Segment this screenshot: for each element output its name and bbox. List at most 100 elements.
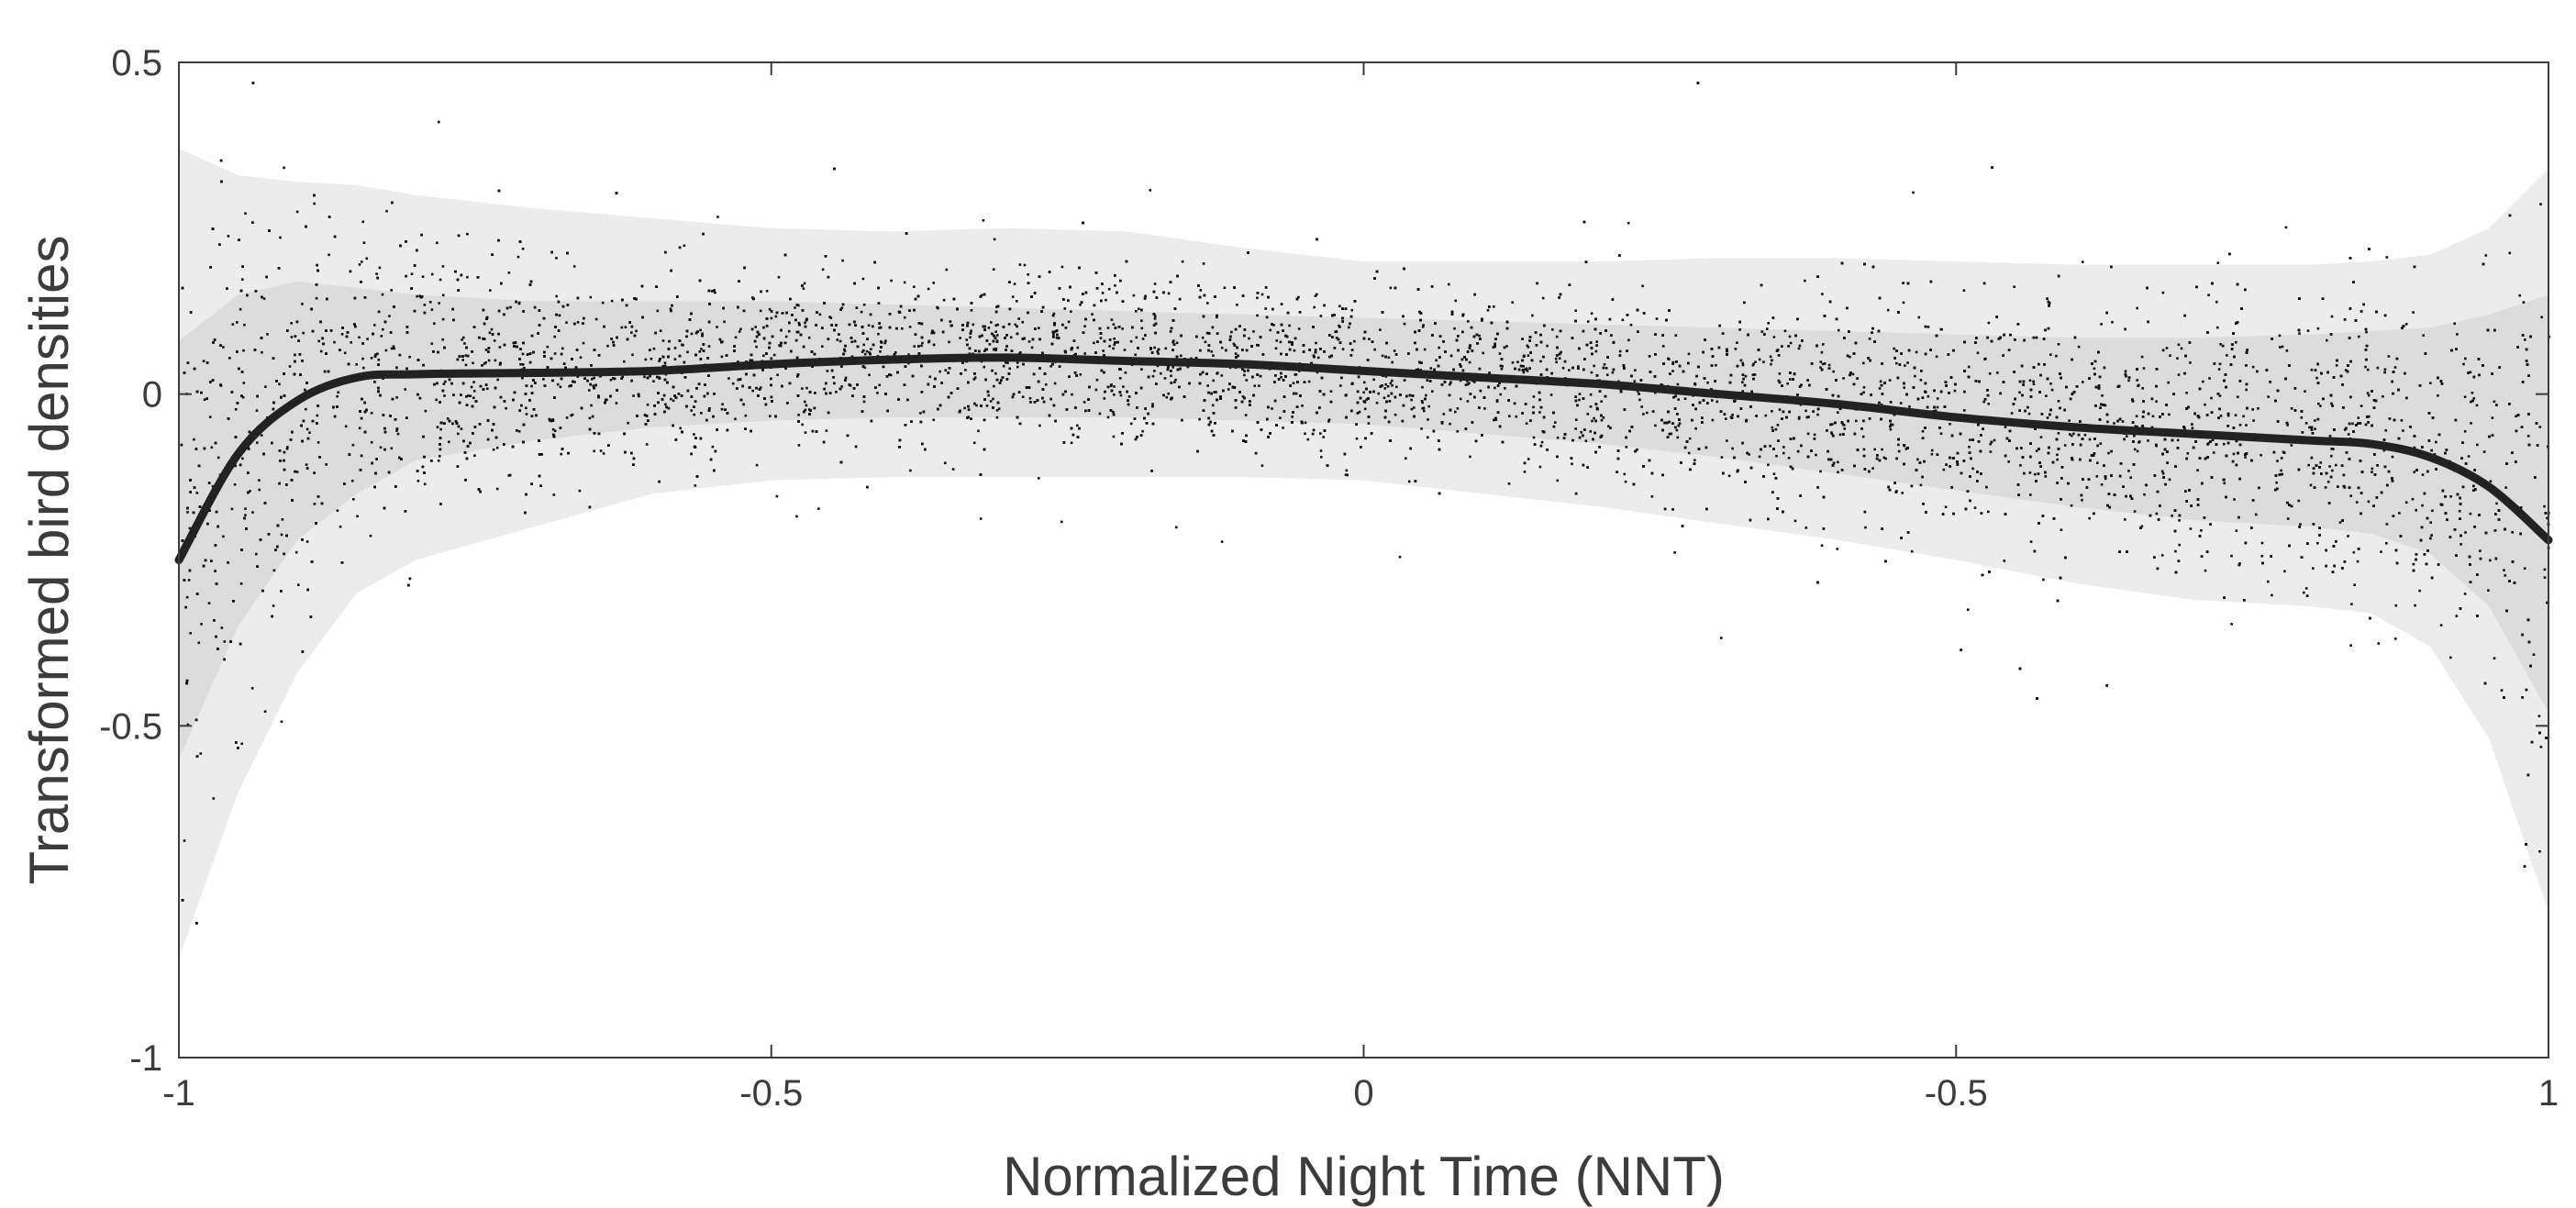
scatter-point: [796, 375, 799, 378]
scatter-point: [2439, 624, 2443, 626]
scatter-point: [1821, 293, 1824, 295]
scatter-point: [2290, 407, 2293, 410]
scatter-point: [441, 317, 445, 321]
scatter-point: [302, 331, 305, 335]
scatter-point: [2044, 475, 2048, 478]
scatter-point: [1527, 346, 1530, 349]
scatter-point: [487, 359, 491, 362]
scatter-point: [879, 350, 882, 353]
scatter-point: [1174, 378, 1177, 382]
scatter-point: [2204, 403, 2206, 406]
scatter-point: [1157, 352, 1160, 355]
scatter-point: [2385, 523, 2389, 526]
scatter-point: [1453, 327, 1456, 330]
scatter-point: [797, 414, 800, 416]
scatter-point: [2418, 589, 2421, 593]
scatter-point: [448, 440, 450, 444]
scatter-point: [1607, 425, 1610, 427]
scatter-point: [2013, 285, 2015, 288]
scatter-point: [2538, 426, 2542, 428]
scatter-point: [1316, 356, 1320, 360]
scatter-point: [2210, 396, 2213, 400]
scatter-point: [1769, 444, 1771, 448]
scatter-point: [1291, 416, 1294, 418]
scatter-point: [1731, 447, 1734, 450]
scatter-point: [418, 294, 421, 297]
scatter-point: [1327, 420, 1330, 423]
scatter-point: [1556, 479, 1560, 482]
scatter-point: [2515, 415, 2517, 418]
scatter-point: [1260, 464, 1264, 467]
scatter-point: [1438, 346, 1440, 349]
scatter-point: [1060, 520, 1063, 524]
scatter-point: [203, 398, 206, 401]
scatter-point: [210, 446, 214, 449]
scatter-point: [2230, 554, 2233, 558]
scatter-point: [2364, 365, 2367, 369]
scatter-point: [408, 355, 411, 359]
scatter-point: [1264, 307, 1267, 310]
scatter-point: [1316, 293, 1318, 296]
scatter-point: [755, 345, 758, 349]
scatter-point: [352, 498, 355, 501]
scatter-point: [969, 336, 972, 339]
scatter-point: [1297, 327, 1301, 330]
scatter-point: [844, 376, 848, 380]
scatter-point: [1888, 379, 1892, 382]
scatter-point: [868, 373, 871, 377]
scatter-point: [714, 291, 716, 294]
scatter-point: [1782, 451, 1785, 455]
scatter-point: [297, 583, 300, 586]
scatter-point: [1764, 414, 1768, 417]
scatter-point: [2178, 543, 2181, 547]
scatter-point: [2367, 500, 2371, 504]
scatter-point: [461, 359, 464, 361]
scatter-point: [565, 321, 568, 324]
scatter-point: [2316, 541, 2319, 545]
scatter-point: [1574, 427, 1577, 430]
scatter-point: [241, 278, 244, 281]
scatter-point: [1091, 313, 1094, 316]
scatter-point: [1968, 446, 1971, 449]
scatter-point: [377, 359, 381, 361]
scatter-point: [361, 260, 363, 263]
scatter-point: [1687, 451, 1691, 455]
scatter-point: [1532, 405, 1535, 409]
scatter-point: [1018, 263, 1022, 266]
scatter-point: [1633, 380, 1637, 382]
scatter-point: [1787, 457, 1791, 460]
scatter-point: [1819, 366, 1822, 369]
scatter-point: [1016, 300, 1018, 303]
scatter-point: [876, 392, 879, 394]
scatter-point: [1855, 419, 1858, 423]
scatter-point: [1141, 429, 1144, 433]
scatter-point: [438, 302, 440, 305]
scatter-point: [601, 301, 605, 305]
scatter-point: [1482, 351, 1484, 355]
scatter-point: [784, 335, 788, 338]
scatter-point: [1600, 418, 1604, 422]
scatter-point: [2504, 574, 2507, 577]
scatter-point: [290, 336, 294, 338]
scatter-point: [1393, 349, 1396, 352]
scatter-point: [979, 517, 983, 520]
scatter-point: [1624, 480, 1627, 483]
scatter-point: [2330, 448, 2333, 450]
scatter-point: [195, 492, 199, 494]
scatter-point: [2029, 493, 2032, 496]
scatter-point: [1124, 371, 1127, 374]
scatter-point: [1301, 405, 1304, 407]
scatter-point: [1504, 387, 1506, 390]
scatter-point: [509, 305, 512, 309]
scatter-point: [295, 471, 299, 473]
scatter-point: [1673, 551, 1676, 554]
scatter-point: [356, 515, 359, 518]
scatter-point: [2191, 427, 2194, 429]
scatter-point: [1294, 392, 1298, 395]
scatter-point: [1175, 341, 1179, 345]
scatter-point: [464, 354, 468, 357]
scatter-point: [2032, 336, 2036, 339]
scatter-point: [2366, 368, 2370, 371]
scatter-point: [734, 336, 738, 339]
scatter-point: [716, 216, 719, 218]
